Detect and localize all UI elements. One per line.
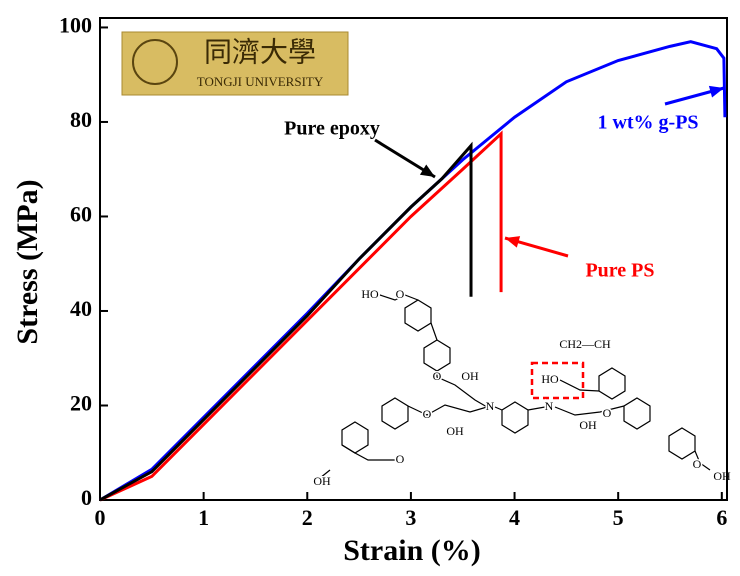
chart: 同濟大學 TONGJI UNIVERSITY Strain (%) Stress… [0, 0, 740, 576]
structure-label: HO [361, 287, 379, 301]
logo-subtitle: TONGJI UNIVERSITY [197, 74, 324, 89]
x-tick-label: 0 [95, 505, 106, 530]
x-tick-label: 6 [716, 505, 727, 530]
series-annotation: Pure epoxy [284, 118, 380, 140]
series-line [100, 134, 501, 500]
structure-label: OH [446, 424, 464, 438]
y-tick-label: 60 [70, 202, 92, 227]
structure-label: HO [541, 372, 559, 386]
structure-label: O [693, 457, 702, 471]
structure-label: O [433, 369, 442, 383]
structure-label: O [396, 287, 405, 301]
arrow-head [505, 236, 520, 248]
structure-label: N [545, 399, 554, 413]
y-tick-label: 80 [70, 107, 92, 132]
structure-label: CH2—CH [559, 337, 611, 351]
structure-label: OH [713, 469, 731, 483]
series-annotation: 1 wt% g-PS [597, 112, 698, 134]
logo: 同濟大學 TONGJI UNIVERSITY [122, 32, 348, 95]
y-tick-label: 100 [59, 12, 92, 37]
structure-drawing [320, 295, 710, 478]
x-tick-label: 2 [302, 505, 313, 530]
structure-label: O [603, 406, 612, 420]
x-axis-label: Strain (%) [343, 534, 481, 567]
y-tick-label: 40 [70, 296, 92, 321]
x-tick-label: 1 [198, 505, 209, 530]
x-tick-label: 5 [613, 505, 624, 530]
structure-label: O [396, 452, 405, 466]
x-tick-label: 4 [509, 505, 520, 530]
x-tick-label: 3 [405, 505, 416, 530]
y-tick-label: 20 [70, 391, 92, 416]
y-tick-label: 0 [81, 485, 92, 510]
structure-label: N [486, 399, 495, 413]
logo-title: 同濟大學 [204, 36, 316, 68]
structure-label: OH [313, 474, 331, 488]
series-annotation: Pure PS [585, 260, 654, 282]
structure-label: O [423, 407, 432, 421]
structure-label: OH [461, 369, 479, 383]
series-line [100, 146, 471, 500]
y-axis-label: Stress (MPa) [11, 179, 44, 344]
structure-label: OH [579, 418, 597, 432]
